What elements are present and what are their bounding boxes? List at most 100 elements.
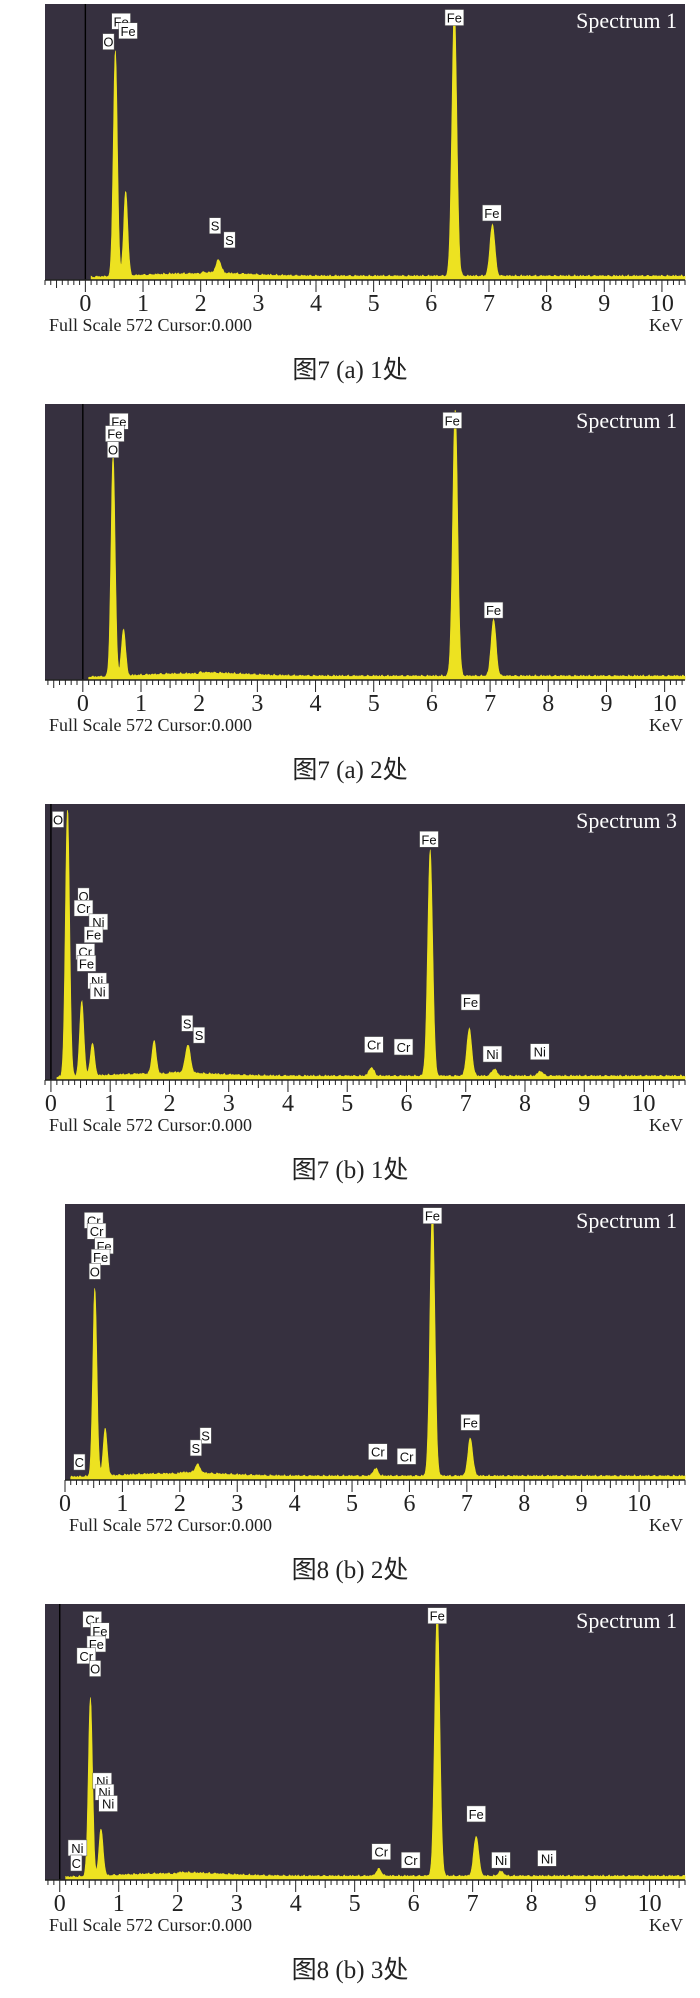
plot-background xyxy=(45,4,685,280)
element-label-text: Cr xyxy=(400,1449,414,1464)
x-tick-label: 3 xyxy=(251,691,263,717)
x-tick-label: 8 xyxy=(526,1891,538,1917)
element-label-text: Fe xyxy=(469,1807,484,1822)
spectrum-curve xyxy=(90,9,686,281)
x-tick-label: 6 xyxy=(400,1091,412,1117)
x-tick-label: 9 xyxy=(585,1891,597,1917)
figure-caption: 图8 (b) 3处 xyxy=(291,1957,409,1984)
element-label-text: Fe xyxy=(86,928,101,943)
x-tick-label: 7 xyxy=(461,1491,473,1517)
element-label: Ni xyxy=(482,1045,503,1063)
x-tick-label: 1 xyxy=(116,1491,128,1517)
x-tick-label: 2 xyxy=(174,1491,186,1517)
plot-background xyxy=(45,1604,685,1880)
element-label-text: Fe xyxy=(447,11,462,26)
x-tick-label: 2 xyxy=(172,1891,184,1917)
element-label: Ni xyxy=(98,1795,118,1812)
element-label-text: Ni xyxy=(71,1841,83,1856)
element-label: C xyxy=(70,1854,83,1872)
spectrum-panel-7a-2: Fe Fe O Fe Fe Spectrum 1 0 1 2 3 4 5 6 7 8 9 10 Full Scal… xyxy=(0,400,700,792)
x-tick-label: 7 xyxy=(483,291,495,317)
element-label: Cr xyxy=(396,1448,417,1465)
x-tick-label: 8 xyxy=(542,691,554,717)
spectrum-panel-8b-3: Cr Fe Fe Cr O Ni Ni Ni Ni C Cr Cr Fe Fe Ni Ni Spectrum 1… xyxy=(0,1600,700,1992)
element-label: Fe xyxy=(90,1248,111,1266)
element-label-text: Fe xyxy=(486,603,501,618)
element-label: Ni xyxy=(530,1043,550,1060)
x-tick-label: 4 xyxy=(310,291,322,317)
element-label-text: S xyxy=(192,1441,201,1456)
element-label-text: S xyxy=(201,1429,210,1444)
x-tick-label: 8 xyxy=(518,1491,530,1517)
x-tick-label: 3 xyxy=(231,1891,243,1917)
element-label-text: Cr xyxy=(397,1040,411,1055)
spectrum-title: Spectrum 1 xyxy=(576,1608,677,1633)
x-tick-label: 6 xyxy=(426,691,438,717)
element-label: Ni xyxy=(537,1850,557,1867)
x-tick-label: 5 xyxy=(341,1091,353,1117)
spectrum-title: Spectrum 1 xyxy=(576,8,677,33)
spectrum-title: Spectrum 1 xyxy=(576,408,677,433)
element-label: Cr xyxy=(86,1222,107,1240)
element-label: S xyxy=(193,1026,206,1044)
x-tick-label: 10 xyxy=(638,1891,662,1917)
element-label: Ni xyxy=(67,1839,88,1857)
spectrum-curve xyxy=(70,1209,686,1481)
x-axis-label: KeV xyxy=(649,1515,683,1535)
element-label-text: Cr xyxy=(79,1649,93,1664)
spectrum-title: Spectrum 1 xyxy=(576,1208,677,1233)
x-tick-label: 2 xyxy=(195,291,207,317)
x-tick-label: 7 xyxy=(467,1891,479,1917)
element-label: Ni xyxy=(491,1851,511,1869)
element-label: Fe xyxy=(460,993,481,1011)
spectrum-curve xyxy=(65,1609,686,1881)
x-tick-label: 10 xyxy=(653,691,677,717)
element-label: Cr xyxy=(368,1443,388,1460)
element-label-text: Fe xyxy=(92,1624,107,1639)
element-label-text: C xyxy=(75,1455,84,1470)
footer-text: Full Scale 572 Cursor:0.000 xyxy=(49,1115,252,1135)
element-label-text: S xyxy=(183,1016,192,1031)
x-tick-label: 10 xyxy=(627,1491,651,1517)
element-label-text: Fe xyxy=(425,1209,440,1224)
x-tick-label: 1 xyxy=(137,291,149,317)
x-tick-label: 1 xyxy=(113,1891,125,1917)
plot-background xyxy=(65,1204,685,1480)
element-label: Cr xyxy=(73,899,94,917)
element-label-text: O xyxy=(90,1662,100,1677)
element-label-text: Cr xyxy=(367,1038,381,1053)
element-label: Cr xyxy=(76,1647,96,1665)
element-label-text: Fe xyxy=(79,956,94,971)
element-label: O xyxy=(107,441,120,458)
element-label-text: Fe xyxy=(463,1415,478,1430)
element-label: Ni xyxy=(88,913,108,931)
x-axis-label: KeV xyxy=(649,1915,683,1935)
element-label: Fe xyxy=(466,1805,486,1823)
x-tick-label: 9 xyxy=(600,691,612,717)
x-tick-label: 0 xyxy=(77,691,89,717)
x-tick-label: 6 xyxy=(403,1491,415,1517)
x-tick-label: 2 xyxy=(193,691,205,717)
x-tick-label: 4 xyxy=(310,691,322,717)
element-label-text: Ni xyxy=(486,1047,498,1062)
x-tick-label: 9 xyxy=(598,291,610,317)
x-tick-label: 0 xyxy=(54,1891,66,1917)
x-tick-label: 3 xyxy=(252,291,264,317)
element-label-text: S xyxy=(195,1028,204,1043)
element-label: Cr xyxy=(401,1851,421,1869)
x-tick-label: 1 xyxy=(135,691,147,717)
element-label: O xyxy=(102,33,115,50)
element-label: Fe xyxy=(105,425,125,442)
element-label-text: Ni xyxy=(102,1797,114,1812)
element-label-text: O xyxy=(108,443,118,458)
x-tick-label: 4 xyxy=(290,1891,302,1917)
element-label: Fe xyxy=(422,1207,443,1224)
element-label: Cr xyxy=(393,1038,414,1056)
element-label: Cr xyxy=(364,1036,384,1053)
element-label: Fe xyxy=(83,926,104,943)
element-label-text: Cr xyxy=(77,901,91,916)
